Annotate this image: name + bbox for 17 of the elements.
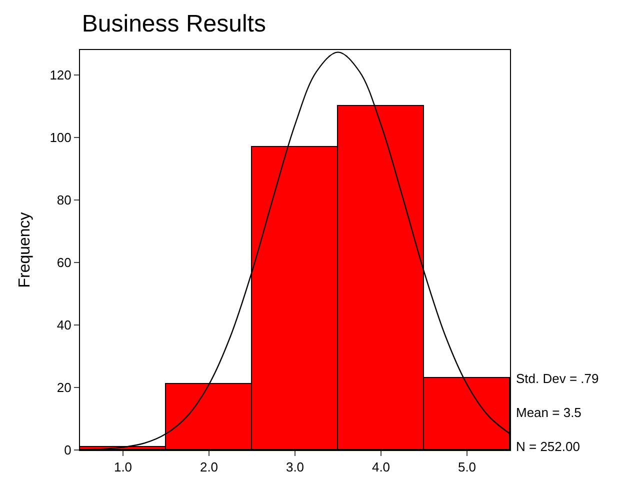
text: Mean = 3.5	[516, 405, 582, 420]
x-tick-label: 4.0	[372, 460, 390, 475]
x-tick-label: 3.0	[286, 460, 304, 475]
y-tick-label: 100	[50, 130, 72, 146]
x-tick-label: 1.0	[114, 460, 132, 475]
y-tick-label: 40	[56, 318, 72, 333]
x-tick-label: 2.0	[200, 460, 218, 475]
y-tick-label: 120	[50, 68, 72, 83]
y-tick-label: 0	[64, 442, 72, 458]
y-axis-title: Frequency	[16, 212, 34, 288]
x-tick-label: 5.0	[458, 460, 476, 475]
text: N = 252.00	[516, 439, 580, 454]
chart-title: Business Results	[82, 10, 266, 38]
y-tick-label: 60	[56, 255, 72, 270]
text: Std. Dev = .79	[516, 371, 599, 386]
y-tick-label: 80	[56, 192, 72, 208]
y-tick-label: 20	[56, 380, 72, 396]
